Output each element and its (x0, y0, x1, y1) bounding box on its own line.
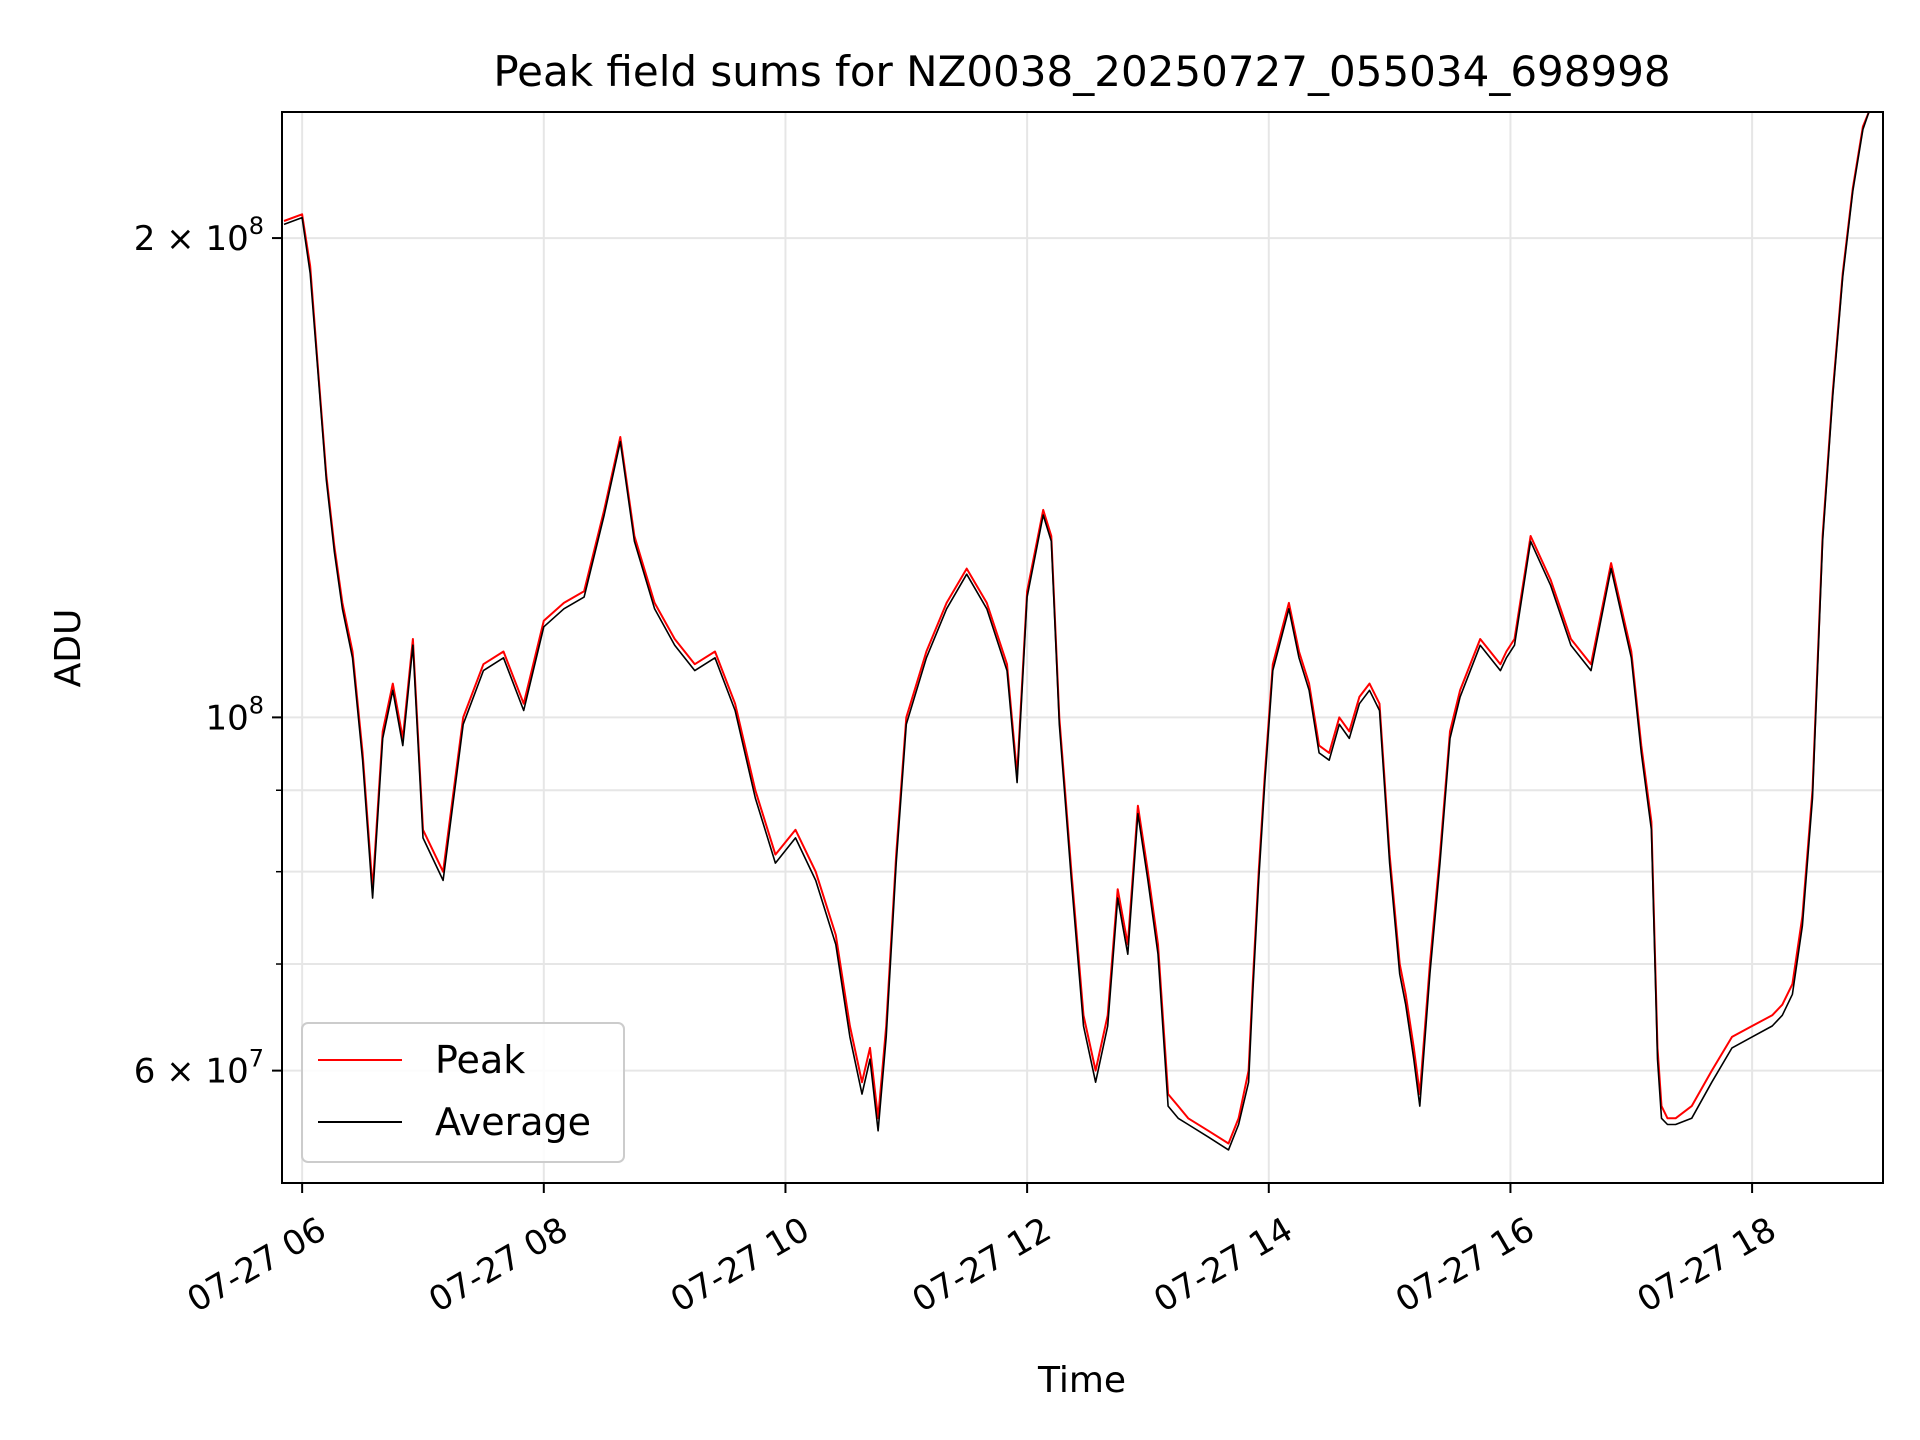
plot-frame (281, 111, 1884, 1184)
plot-area (283, 112, 1870, 1151)
grid-lines (282, 112, 1883, 1183)
chart-title: Peak field sums for NZ0038_20250727_0550… (493, 47, 1670, 96)
legend-label-peak: Peak (435, 1038, 525, 1082)
y-tick-label-2: 2 × 108 (134, 212, 264, 259)
series-line-average (283, 112, 1870, 1151)
y-tick-label-0: 6 × 107 (134, 1045, 264, 1092)
y-tick-label-1: 108 (205, 691, 264, 738)
legend-box (301, 1022, 625, 1163)
y-axis-label: ADU (48, 609, 89, 688)
legend: Peak Average (301, 1022, 625, 1163)
series-layer (283, 112, 1870, 1151)
legend-label-average: Average (435, 1100, 591, 1144)
x-axis-label: Time (1037, 1360, 1126, 1401)
y-axis: 6 × 107 108 2 × 108 (134, 212, 282, 1092)
